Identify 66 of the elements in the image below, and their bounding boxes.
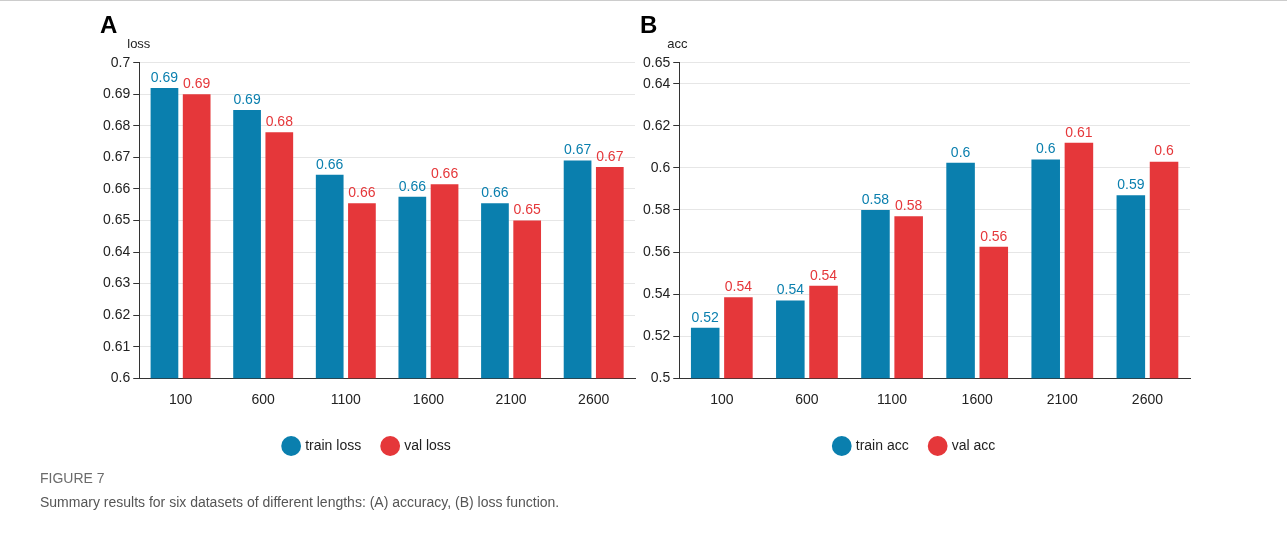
y-tick-label: 0.62 (103, 305, 131, 322)
data-label: 0.66 (316, 155, 344, 172)
x-tick-label: 100 (710, 391, 734, 408)
y-axis-title: loss (127, 35, 151, 51)
y-tick-label: 0.61 (103, 337, 131, 354)
x-tick-label: 600 (251, 391, 276, 408)
data-label: 0.59 (1117, 176, 1145, 193)
data-label: 0.65 (513, 201, 542, 218)
data-label: 0.61 (1065, 123, 1093, 140)
data-label: 0.58 (895, 197, 923, 214)
x-tick-label: 2600 (578, 391, 610, 408)
y-tick-label: 0.56 (643, 242, 671, 259)
y-tick-label: 0.6 (650, 158, 671, 175)
legend-label: train acc (855, 436, 909, 453)
data-label: 0.68 (265, 113, 294, 130)
data-label: 0.54 (809, 266, 838, 283)
legend-label: train loss (305, 436, 362, 453)
data-label: 0.69 (233, 90, 261, 107)
data-label: 0.6 (950, 143, 971, 160)
y-tick-label: 0.65 (103, 211, 131, 228)
data-label: 0.54 (724, 278, 753, 295)
data-label: 0.54 (776, 281, 805, 298)
x-tick-label: 1600 (961, 391, 993, 408)
data-label: 0.69 (150, 68, 179, 85)
data-label: 0.69 (183, 75, 211, 92)
data-label: 0.6 (1154, 142, 1174, 159)
data-label: 0.66 (348, 184, 376, 201)
text: Summary results for six datasets of different lengths: (A) accuracy, (B) loss function. (40, 494, 560, 510)
y-tick-label: 0.64 (103, 242, 131, 259)
y-tick-label: 0.64 (643, 74, 671, 91)
legend-label: val acc (951, 436, 996, 453)
data-label: 0.67 (596, 147, 624, 164)
data-label: 0.56 (980, 227, 1008, 244)
y-tick-label: 0.63 (103, 274, 131, 291)
y-tick-label: 0.58 (643, 200, 671, 217)
y-tick-label: 0.69 (103, 85, 131, 102)
x-tick-label: 2100 (1046, 391, 1079, 408)
y-tick-label: 0.7 (110, 53, 131, 70)
y-tick-label: 0.62 (643, 116, 671, 133)
x-tick-label: 2100 (495, 391, 527, 408)
x-tick-label: 2600 (1131, 391, 1164, 408)
caption: FIGURE 7 (40, 470, 106, 486)
chart-title: A (100, 11, 118, 39)
y-axis-title: acc (667, 35, 688, 51)
x-tick-label: 1600 (412, 391, 445, 408)
data-label: 0.66 (481, 184, 509, 201)
y-tick-label: 0.6 (110, 369, 131, 386)
data-label: 0.66 (430, 165, 459, 182)
y-tick-label: 0.65 (643, 53, 671, 70)
x-tick-label: 1100 (330, 391, 362, 408)
x-tick-label: 100 (168, 391, 193, 408)
x-tick-label: 600 (795, 391, 819, 408)
y-tick-label: 0.67 (103, 148, 131, 165)
data-label: 0.6 (1035, 140, 1056, 157)
y-tick-label: 0.68 (103, 116, 131, 133)
legend-label: val loss (404, 436, 451, 453)
y-tick-label: 0.54 (643, 284, 671, 301)
chart-title: B (640, 11, 658, 39)
data-label: 0.58 (861, 190, 890, 207)
y-tick-label: 0.52 (643, 327, 671, 344)
x-tick-label: 1100 (877, 391, 908, 408)
data-label: 0.52 (691, 308, 720, 325)
y-tick-label: 0.66 (103, 179, 131, 196)
data-label: 0.66 (398, 177, 427, 194)
data-label: 0.67 (563, 141, 592, 158)
y-tick-label: 0.5 (650, 369, 671, 386)
